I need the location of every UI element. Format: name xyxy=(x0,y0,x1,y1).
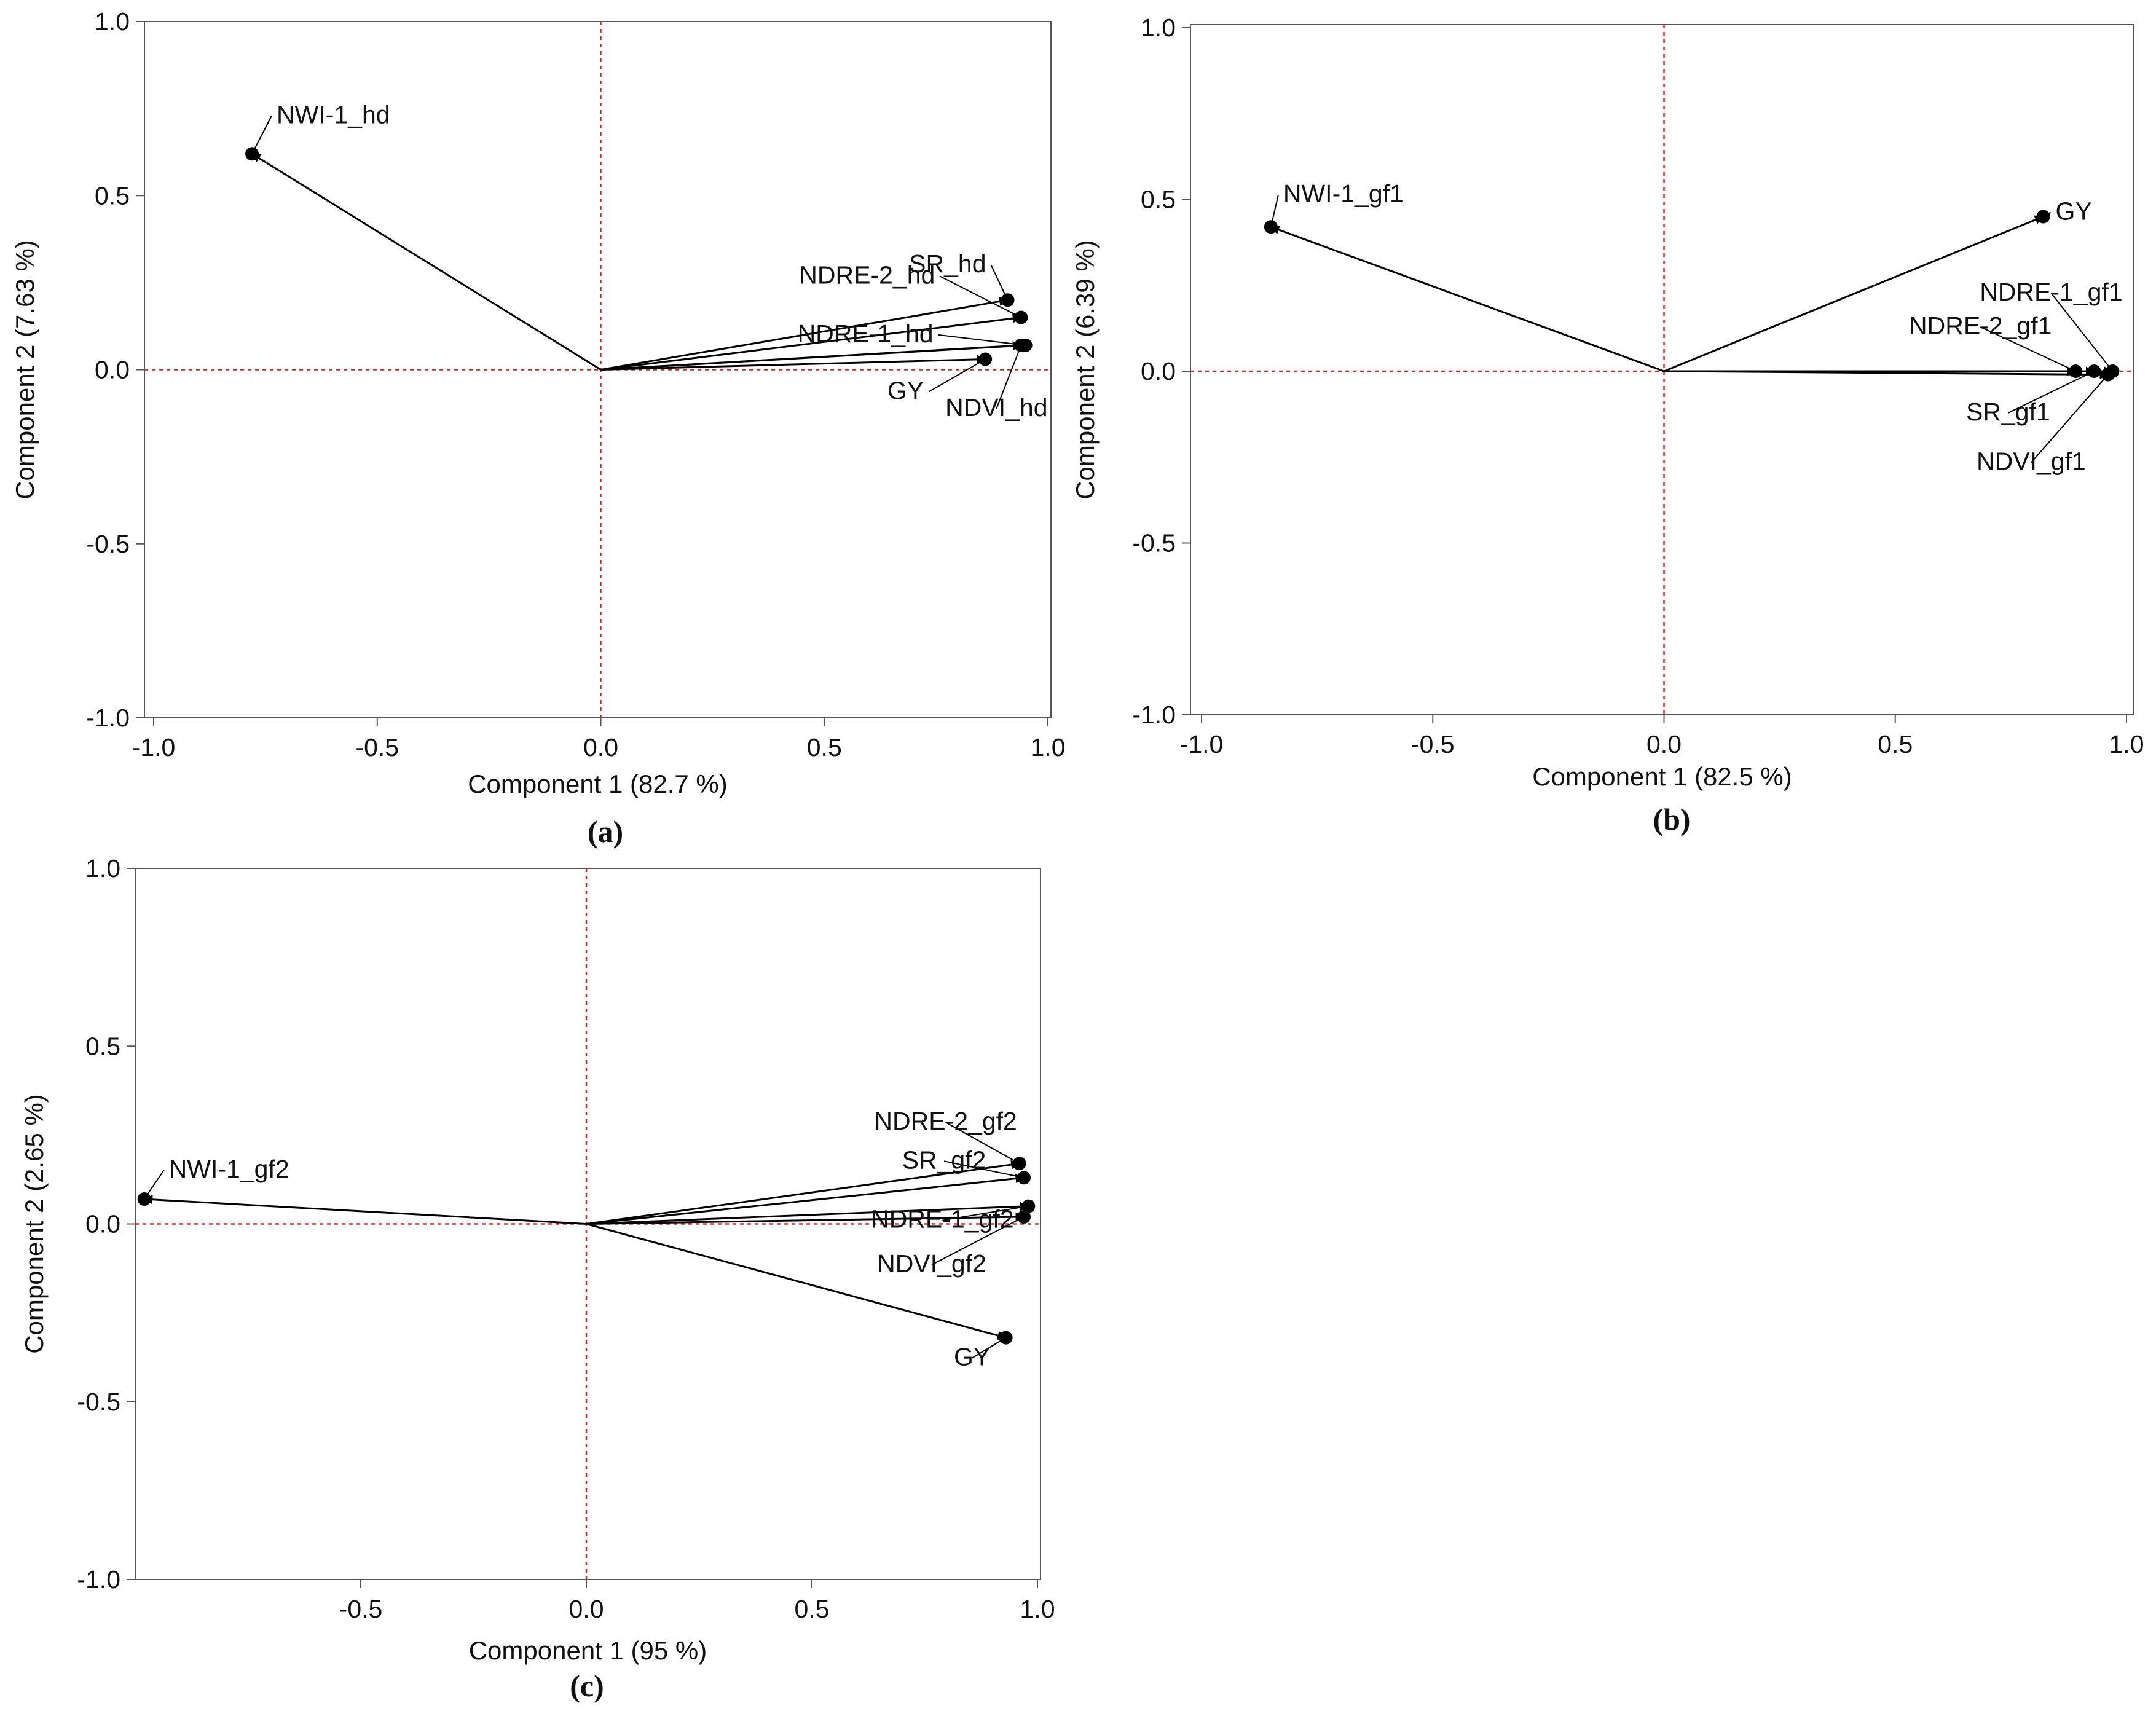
x-tick-label: 1.0 xyxy=(1031,733,1066,761)
label-leader-line xyxy=(928,358,986,393)
x-tick-label: 0.5 xyxy=(1878,730,1913,758)
y-tick-label: -0.5 xyxy=(77,1388,120,1416)
label-leader-line xyxy=(143,1170,165,1200)
x-tick-label: -1.0 xyxy=(132,733,176,761)
vector-label-nwi-1-gf2: NWI-1_gf2 xyxy=(169,1155,289,1183)
y-tick-label: 0.5 xyxy=(85,1032,120,1060)
biplot-panel-1: -1.0 -0.5 0.0 0.5 1.0 -1.0 -0.5 0.0 0.5 1.0 Compon… xyxy=(10,7,1066,849)
loading-vector-ndvi-gf2 xyxy=(586,1212,1025,1225)
x-tick-label: 0.5 xyxy=(795,1595,830,1623)
x-axis-label: Component 1 (82.7 %) xyxy=(468,769,728,798)
y-tick-label: -1.0 xyxy=(77,1565,120,1594)
loading-vector-gy xyxy=(1663,215,2044,372)
vector-label-ndvi-gf2: NDVI_gf2 xyxy=(877,1249,986,1278)
plot-frame xyxy=(1190,24,2134,715)
y-tick-label: 0.0 xyxy=(95,356,130,384)
x-tick-label: 1.0 xyxy=(1020,1595,1055,1623)
vector-tip-nwi-1-hd xyxy=(245,147,259,161)
label-leader-line xyxy=(931,1216,1025,1265)
y-axis-label: Component 2 (6.39 %) xyxy=(1071,240,1100,500)
y-tick-label: 0.0 xyxy=(85,1210,120,1238)
vector-label-ndre-2-hd: NDRE-2_hd xyxy=(799,261,935,289)
loading-vector-gy xyxy=(600,355,986,371)
label-leader-line xyxy=(943,1160,1025,1179)
x-tick-label: 0.0 xyxy=(1647,730,1682,758)
vector-label-sr-hd: SR_hd xyxy=(909,250,986,278)
x-tick-label: 0.5 xyxy=(807,733,842,761)
y-tick-label: -0.5 xyxy=(1132,529,1176,557)
vector-label-ndre-1-gf1: NDRE-1_gf1 xyxy=(1980,278,2122,306)
x-tick-label: -0.5 xyxy=(339,1595,383,1623)
x-tick-label: 0.0 xyxy=(569,1595,604,1623)
x-tick-label: 0.0 xyxy=(583,733,618,761)
label-leader-line xyxy=(972,1337,1007,1359)
loading-vector-ndre-2-gf2 xyxy=(586,1160,1021,1225)
vector-label-nwi-1-gf1: NWI-1_gf1 xyxy=(1283,179,1404,208)
vector-label-ndre-2-gf1: NDRE-2_gf1 xyxy=(1909,312,2052,340)
panel-letter: (b) xyxy=(1653,802,1690,836)
vector-label-ndre-2-gf2: NDRE-2_gf2 xyxy=(874,1107,1017,1135)
y-tick-label: 0.5 xyxy=(95,181,130,210)
loading-vector-nwi-1-gf2 xyxy=(143,1195,587,1225)
vector-label-ndvi-hd: NDVI_hd xyxy=(945,393,1047,422)
vector-label-ndvi-gf1: NDVI_gf1 xyxy=(1977,447,2086,476)
y-tick-label: 1.0 xyxy=(85,854,120,883)
loading-vector-ndvi-hd xyxy=(600,341,1022,371)
x-tick-label: -1.0 xyxy=(1180,730,1224,758)
loading-vector-ndvi-gf1 xyxy=(1664,369,2109,379)
label-leader-line xyxy=(2050,293,2114,372)
y-axis-label: Component 2 (7.63 %) xyxy=(10,240,39,500)
y-tick-label: 1.0 xyxy=(95,7,130,36)
label-leader-line xyxy=(2007,371,2095,414)
loading-vector-ndre-2-hd xyxy=(600,313,1022,371)
vector-label-sr-gf1: SR_gf1 xyxy=(1966,398,2050,426)
y-tick-label: 1.0 xyxy=(1141,14,1176,42)
y-tick-label: 0.5 xyxy=(1141,186,1176,214)
label-leader-line xyxy=(990,264,1009,301)
x-tick-label: -0.5 xyxy=(355,733,399,761)
x-tick-label: -0.5 xyxy=(1411,730,1455,758)
label-leader-line xyxy=(251,115,272,154)
loading-vector-sr-hd xyxy=(600,297,1009,371)
vector-label-ndre-1-hd: NDRE-1_hd xyxy=(798,320,934,348)
label-leader-line xyxy=(945,1122,1020,1165)
loading-vector-nwi-1-hd xyxy=(251,152,602,371)
label-leader-line xyxy=(1980,326,2076,372)
vector-label-gy: GY xyxy=(887,377,924,405)
loading-vector-nwi-1-gf1 xyxy=(1270,225,1665,372)
panel-letter: (a) xyxy=(588,814,623,849)
vector-label-gy: GY xyxy=(2056,197,2092,225)
x-tick-label: 1.0 xyxy=(2109,730,2144,758)
vector-label-nwi-1-hd: NWI-1_hd xyxy=(277,100,390,128)
label-leader-line xyxy=(2043,211,2052,218)
x-axis-label: Component 1 (82.5 %) xyxy=(1532,762,1792,791)
y-tick-label: -0.5 xyxy=(86,530,130,558)
biplot-panel-3: -0.5 0.0 0.5 1.0 -1.0 -0.5 0.0 0.5 1.0 Component … xyxy=(20,854,1055,1703)
panel-letter: (c) xyxy=(570,1669,604,1703)
loading-vector-sr-gf2 xyxy=(586,1174,1025,1225)
y-tick-label: 0.0 xyxy=(1141,357,1176,385)
label-leader-line xyxy=(2031,374,2109,463)
label-leader-line xyxy=(939,275,1021,318)
y-tick-label: -1.0 xyxy=(86,704,130,732)
loading-vector-gy xyxy=(586,1223,1007,1340)
loading-vector-ndre-1-gf2 xyxy=(586,1202,1029,1225)
vector-label-sr-gf2: SR_gf2 xyxy=(902,1146,986,1174)
label-leader-line xyxy=(996,345,1022,409)
x-axis-label: Component 1 (95 %) xyxy=(469,1636,707,1665)
y-tick-label: -1.0 xyxy=(1132,701,1176,729)
label-leader-line xyxy=(938,334,1026,346)
y-axis-label: Component 2 (2.65 %) xyxy=(20,1094,49,1354)
biplot-panel-2: -1.0 -0.5 0.0 0.5 1.0 -1.0 -0.5 0.0 0.5 1.0 Compon… xyxy=(1071,14,2144,836)
vector-label-gy: GY xyxy=(954,1343,990,1371)
label-leader-line xyxy=(1270,194,1279,227)
